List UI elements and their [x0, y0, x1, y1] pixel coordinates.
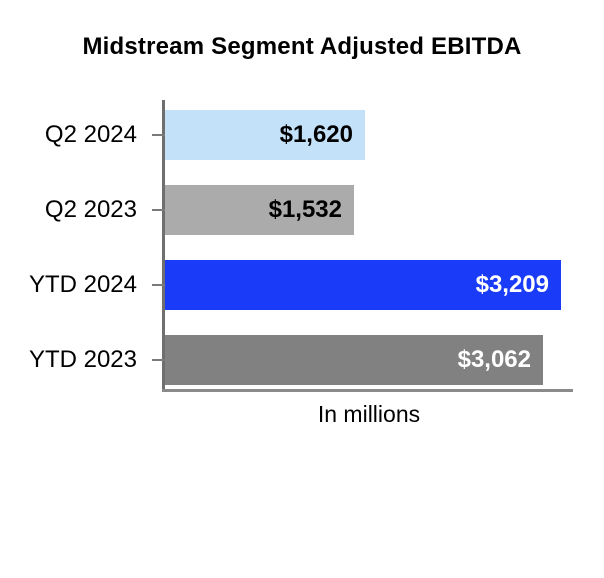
bar-row: YTD 2024 $3,209: [0, 260, 604, 310]
category-label: Q2 2024: [44, 121, 137, 148]
bar: $1,620: [165, 110, 365, 160]
bar-value-label: $3,209: [475, 271, 549, 298]
axis-tick: [152, 134, 165, 136]
axis-units-label: In millions: [317, 401, 421, 427]
category-label: YTD 2023: [28, 346, 137, 373]
bar: $3,062: [165, 335, 543, 385]
category-label: YTD 2024: [28, 271, 137, 298]
bar-value-label: $1,532: [268, 196, 342, 223]
bar: $1,532: [165, 185, 354, 235]
axis-tick: [152, 284, 165, 286]
bar-row: Q2 2024 $1,620: [0, 110, 604, 160]
y-axis-line: [162, 100, 165, 391]
bar-row: YTD 2023 $3,062: [0, 335, 604, 385]
chart-title: Midstream Segment Adjusted EBITDA: [82, 33, 522, 60]
bar-row: Q2 2023 $1,532: [0, 185, 604, 235]
axis-tick: [152, 359, 165, 361]
axis-tick: [152, 209, 165, 211]
bar: $3,209: [165, 260, 561, 310]
x-axis-line: [162, 389, 573, 392]
bar-value-label: $1,620: [279, 121, 353, 148]
category-label: Q2 2023: [44, 196, 137, 223]
bar-value-label: $3,062: [457, 346, 531, 373]
